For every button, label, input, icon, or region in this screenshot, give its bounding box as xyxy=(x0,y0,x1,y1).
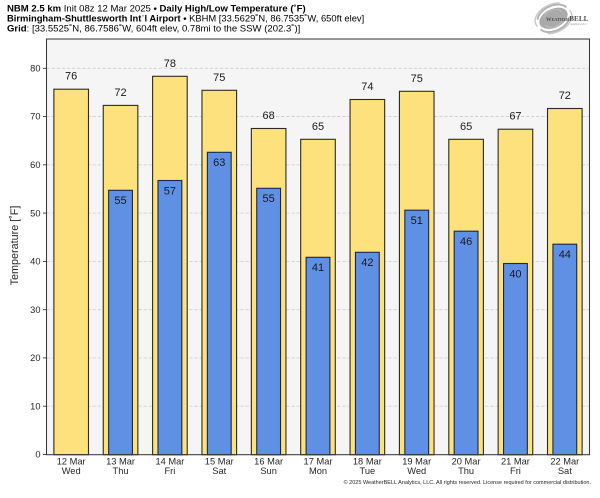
svg-text:75: 75 xyxy=(411,73,423,85)
svg-text:13 Mar: 13 Mar xyxy=(106,457,135,467)
svg-text:41: 41 xyxy=(312,262,324,274)
svg-text:72: 72 xyxy=(114,87,126,99)
svg-text:18 Mar: 18 Mar xyxy=(353,457,382,467)
svg-text:60: 60 xyxy=(30,160,40,170)
svg-text:Mon: Mon xyxy=(309,466,327,476)
svg-text:Analytics LLC: Analytics LLC xyxy=(570,23,586,26)
svg-text:21 Mar: 21 Mar xyxy=(501,457,530,467)
svg-text:Grid: [33.5525˚N, 86.7586˚W, 6: Grid: [33.5525˚N, 86.7586˚W, 604ft elev,… xyxy=(7,23,300,34)
svg-text:12 Mar: 12 Mar xyxy=(57,457,86,467)
svg-text:Thu: Thu xyxy=(113,466,129,476)
svg-text:55: 55 xyxy=(114,195,126,207)
svg-text:63: 63 xyxy=(213,157,225,169)
svg-text:46: 46 xyxy=(460,236,472,248)
svg-text:22 Mar: 22 Mar xyxy=(550,457,579,467)
svg-text:40: 40 xyxy=(509,268,521,280)
svg-text:55: 55 xyxy=(263,193,275,205)
svg-text:Birmingham-Shuttlesworth Intˈl: Birmingham-Shuttlesworth Intˈl Airport •… xyxy=(7,12,364,23)
svg-text:20: 20 xyxy=(30,353,40,363)
svg-text:57: 57 xyxy=(164,185,176,197)
svg-text:20 Mar: 20 Mar xyxy=(452,457,481,467)
svg-text:67: 67 xyxy=(509,111,521,123)
svg-text:14 Mar: 14 Mar xyxy=(155,457,184,467)
svg-text:Thu: Thu xyxy=(458,466,474,476)
svg-text:78: 78 xyxy=(164,58,176,70)
svg-text:42: 42 xyxy=(361,257,373,269)
svg-text:Wed: Wed xyxy=(407,466,426,476)
svg-text:WEATHERBELL: WEATHERBELL xyxy=(546,15,589,23)
svg-text:75: 75 xyxy=(213,72,225,84)
svg-text:80: 80 xyxy=(30,64,40,74)
svg-text:70: 70 xyxy=(30,112,40,122)
svg-text:Sat: Sat xyxy=(212,466,226,476)
svg-text:44: 44 xyxy=(559,249,571,261)
svg-text:Temperature [˚F]: Temperature [˚F] xyxy=(9,206,21,286)
svg-text:72: 72 xyxy=(559,90,571,102)
svg-text:68: 68 xyxy=(263,110,275,122)
svg-text:65: 65 xyxy=(312,121,324,133)
svg-text:Fri: Fri xyxy=(510,466,521,476)
svg-text:16 Mar: 16 Mar xyxy=(254,457,283,467)
svg-text:Wed: Wed xyxy=(62,466,81,476)
svg-text:51: 51 xyxy=(411,215,423,227)
svg-text:19 Mar: 19 Mar xyxy=(402,457,431,467)
svg-text:Fri: Fri xyxy=(164,466,175,476)
svg-text:Sat: Sat xyxy=(558,466,572,476)
svg-text:50: 50 xyxy=(30,208,40,218)
svg-text:74: 74 xyxy=(361,81,373,93)
svg-text:10: 10 xyxy=(30,401,40,411)
svg-text:NBM 2.5 km Init 08z 12 Mar 202: NBM 2.5 km Init 08z 12 Mar 2025 • Daily … xyxy=(7,3,306,14)
svg-text:© 2025 WeatherBELL Analytics,: © 2025 WeatherBELL Analytics, LLC. All r… xyxy=(344,479,592,486)
svg-text:15 Mar: 15 Mar xyxy=(205,457,234,467)
svg-text:0: 0 xyxy=(35,450,40,460)
svg-text:65: 65 xyxy=(460,121,472,133)
svg-text:17 Mar: 17 Mar xyxy=(304,457,333,467)
svg-text:76: 76 xyxy=(65,71,77,83)
svg-text:Sun: Sun xyxy=(260,466,277,476)
svg-text:Tue: Tue xyxy=(360,466,376,476)
svg-text:30: 30 xyxy=(30,305,40,315)
svg-text:40: 40 xyxy=(30,257,40,267)
